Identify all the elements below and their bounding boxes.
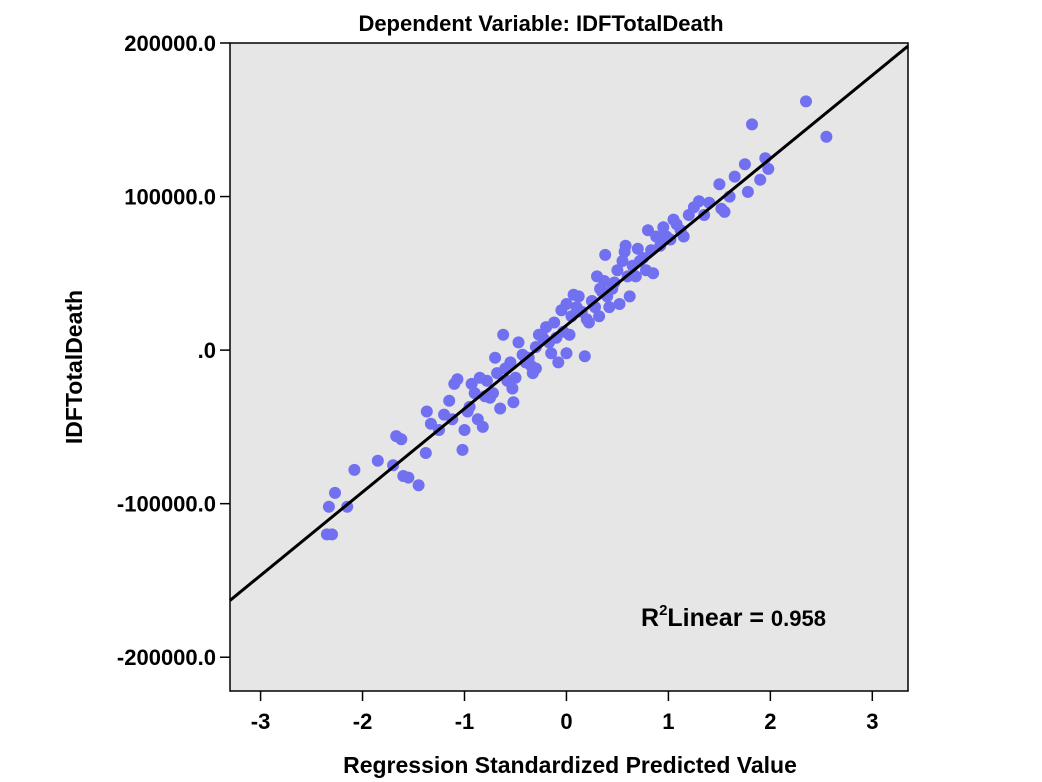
- data-point: [650, 230, 663, 243]
- data-point: [476, 420, 489, 433]
- data-point: [552, 356, 565, 369]
- data-point: [545, 347, 558, 360]
- y-tick-label: 200000.0: [124, 31, 216, 56]
- data-point: [647, 267, 660, 280]
- r-squared-value: 0.958: [771, 606, 826, 631]
- data-point: [616, 255, 629, 267]
- data-point: [654, 239, 667, 252]
- y-tick-label: 100000.0: [124, 185, 216, 210]
- data-point: [456, 443, 469, 456]
- data-point: [506, 382, 519, 395]
- plot-area: [229, 42, 909, 692]
- data-point: [402, 471, 415, 484]
- data-point: [507, 396, 520, 409]
- data-point: [619, 239, 632, 252]
- data-point: [563, 328, 576, 341]
- data-point: [443, 394, 456, 407]
- x-tick-label: 1: [662, 709, 674, 734]
- data-point: [754, 173, 767, 186]
- y-tick-label: .0: [198, 338, 216, 363]
- x-axis-label: Regression Standardized Predicted Value: [343, 752, 797, 778]
- data-point: [395, 433, 408, 446]
- data-point: [762, 162, 775, 175]
- x-tick-label: -2: [353, 709, 373, 734]
- x-tick-label: -3: [251, 709, 271, 734]
- data-point: [489, 351, 502, 364]
- r-squared-prefix: R: [641, 604, 659, 632]
- data-point: [642, 224, 654, 237]
- data-point: [718, 205, 731, 218]
- data-point: [548, 316, 561, 329]
- data-point: [582, 316, 595, 329]
- data-point: [458, 424, 471, 436]
- y-axis-label: IDFTotalDeath: [61, 290, 87, 444]
- data-point: [728, 170, 741, 183]
- x-tick-label: 0: [560, 709, 572, 734]
- data-point: [631, 242, 644, 255]
- r-squared-label: Linear =: [667, 604, 771, 632]
- data-point: [741, 185, 754, 198]
- data-point: [487, 387, 499, 400]
- data-point: [593, 310, 606, 323]
- data-point: [504, 356, 517, 369]
- data-point: [322, 500, 335, 513]
- data-point: [603, 301, 616, 314]
- data-point: [713, 178, 726, 191]
- data-point: [424, 417, 437, 430]
- data-point: [738, 158, 751, 171]
- data-point: [480, 374, 493, 387]
- data-point: [560, 298, 573, 310]
- data-point: [611, 264, 624, 277]
- data-point: [494, 402, 507, 415]
- data-point: [512, 336, 525, 349]
- y-axis-ticks: -200000.0 -100000.0 .0 100000.0 200000.0: [117, 31, 230, 670]
- data-point: [746, 118, 758, 131]
- data-point: [657, 221, 670, 234]
- r-squared-annotation: R2Linear = 0.958: [641, 602, 826, 632]
- data-point: [578, 350, 591, 363]
- data-point: [820, 130, 833, 143]
- data-point: [572, 290, 585, 303]
- data-point: [326, 528, 338, 541]
- data-point: [465, 377, 478, 390]
- data-point: [509, 371, 522, 384]
- data-point: [371, 454, 384, 467]
- x-tick-label: 3: [866, 709, 878, 734]
- data-point: [629, 270, 642, 283]
- data-point: [348, 463, 361, 476]
- data-point: [800, 95, 812, 108]
- x-tick-label: 2: [764, 709, 776, 734]
- data-point: [623, 290, 636, 303]
- r-squared-superscript: 2: [659, 602, 667, 619]
- chart-title: Dependent Variable: IDFTotalDeath: [358, 11, 723, 36]
- data-point: [529, 341, 542, 353]
- data-point: [329, 486, 341, 499]
- y-tick-label: -100000.0: [117, 492, 216, 517]
- data-point: [497, 328, 510, 341]
- x-axis-ticks: -3 -2 -1 0 1 2 3: [251, 691, 878, 734]
- data-point: [693, 195, 705, 208]
- x-tick-label: -1: [455, 709, 475, 734]
- data-point: [599, 248, 612, 261]
- linear-fit-line: [229, 44, 909, 602]
- data-point: [412, 479, 425, 492]
- y-tick-label: -200000.0: [117, 645, 216, 670]
- data-point: [560, 347, 573, 360]
- data-point: [419, 447, 432, 459]
- data-point: [529, 362, 542, 375]
- data-point: [420, 405, 433, 418]
- data-point: [598, 275, 611, 287]
- data-point: [451, 373, 464, 386]
- data-point: [613, 298, 626, 310]
